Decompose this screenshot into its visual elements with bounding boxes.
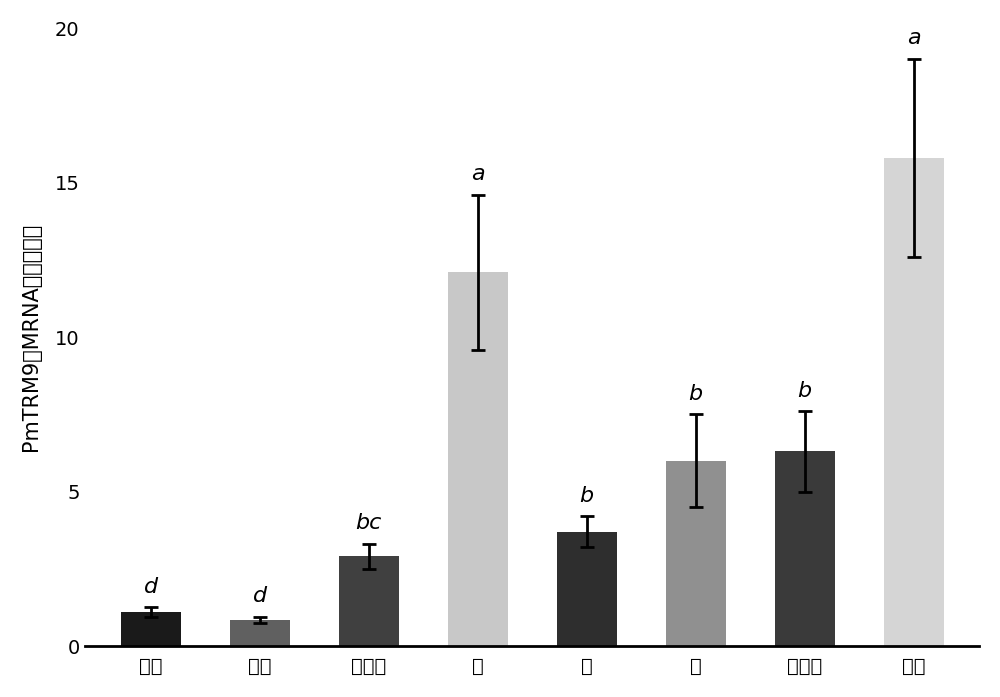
Text: b: b <box>689 383 703 404</box>
Bar <box>775 452 835 646</box>
Text: a: a <box>471 164 484 184</box>
Bar <box>339 556 399 646</box>
Bar <box>448 273 508 646</box>
Text: b: b <box>798 381 812 401</box>
Text: b: b <box>580 486 594 505</box>
Bar <box>121 612 181 646</box>
Text: bc: bc <box>355 513 382 533</box>
Bar <box>557 532 617 646</box>
Bar <box>230 620 290 646</box>
Text: a: a <box>907 29 921 48</box>
Bar <box>666 461 726 646</box>
Y-axis label: PmTRM9的MRNA相对表达量: PmTRM9的MRNA相对表达量 <box>21 223 41 452</box>
Bar <box>884 158 944 646</box>
Text: d: d <box>253 586 267 606</box>
Text: d: d <box>144 576 158 597</box>
